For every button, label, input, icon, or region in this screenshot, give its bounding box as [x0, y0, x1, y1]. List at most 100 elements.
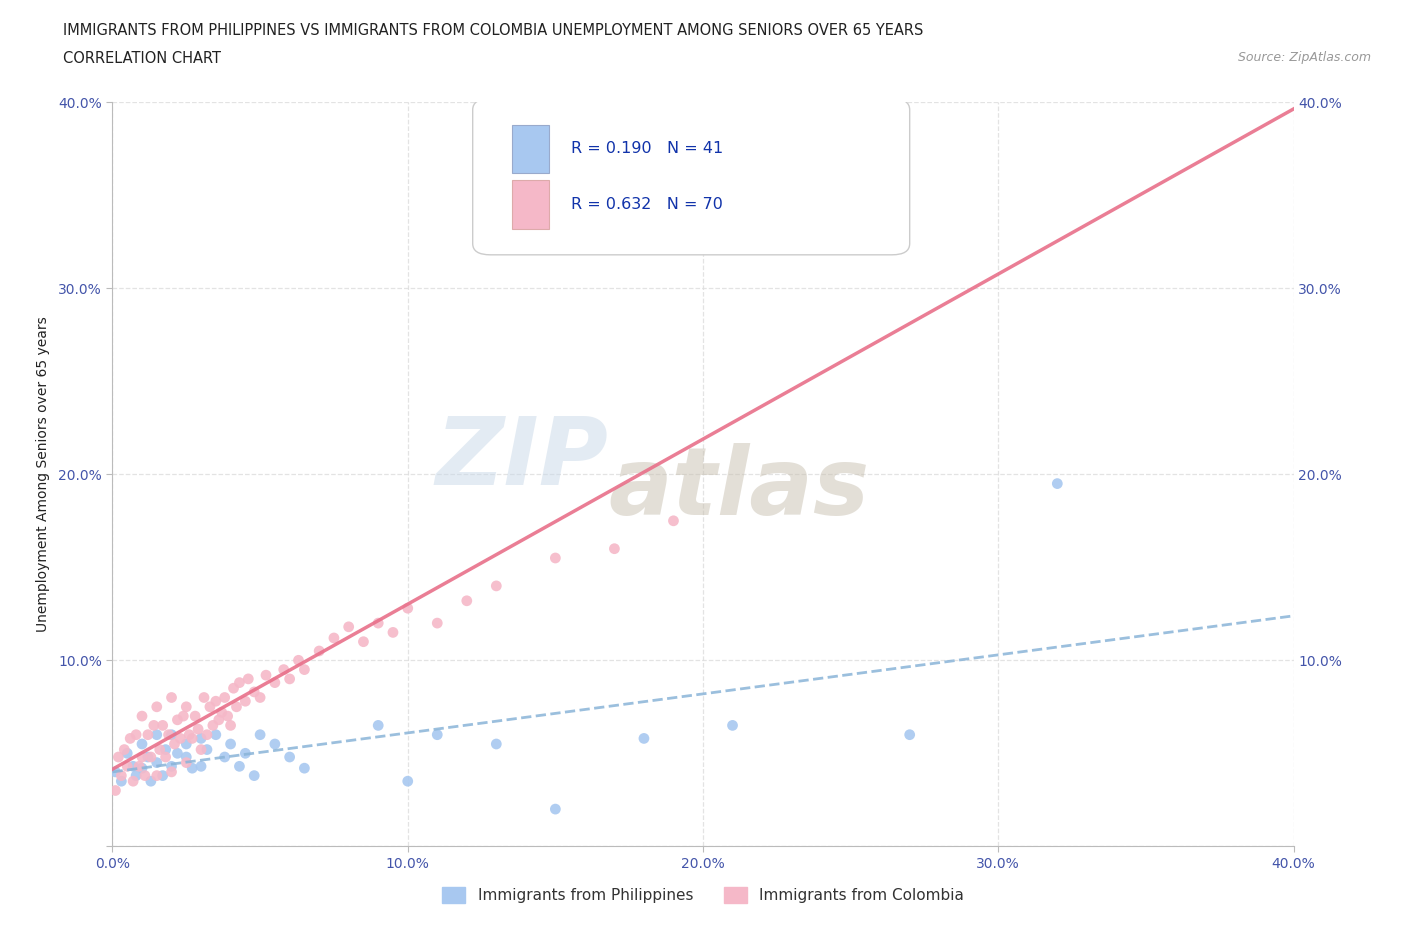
Point	[396, 601, 419, 616]
Point	[249, 690, 271, 705]
Point	[501, 216, 523, 231]
Point	[193, 690, 215, 705]
Text: Source: ZipAtlas.com: Source: ZipAtlas.com	[1237, 51, 1371, 64]
Point	[125, 768, 148, 783]
Point	[104, 783, 127, 798]
Point	[456, 593, 478, 608]
Point	[485, 737, 508, 751]
Point	[155, 750, 177, 764]
Point	[208, 712, 231, 727]
Point	[544, 802, 567, 817]
Point	[205, 694, 228, 709]
Point	[278, 671, 301, 686]
Y-axis label: Unemployment Among Seniors over 65 years: Unemployment Among Seniors over 65 years	[37, 316, 49, 632]
Point	[217, 709, 239, 724]
FancyBboxPatch shape	[472, 99, 910, 255]
Point	[122, 774, 145, 789]
Point	[136, 750, 159, 764]
Point	[426, 616, 449, 631]
Point	[201, 718, 224, 733]
Point	[219, 718, 242, 733]
Point	[485, 578, 508, 593]
Point	[134, 768, 156, 783]
Point	[187, 722, 209, 737]
Point	[195, 742, 218, 757]
Point	[155, 742, 177, 757]
Point	[228, 759, 250, 774]
Point	[222, 681, 245, 696]
Point	[174, 737, 197, 751]
Point	[146, 768, 169, 783]
Point	[181, 761, 204, 776]
Point	[238, 671, 260, 686]
Point	[120, 731, 142, 746]
Point	[198, 699, 221, 714]
Point	[110, 774, 132, 789]
Point	[367, 616, 389, 631]
Point	[249, 727, 271, 742]
Point	[219, 737, 242, 751]
Point	[104, 764, 127, 779]
Point	[308, 644, 330, 658]
Point	[174, 750, 197, 764]
Point	[243, 684, 266, 699]
Point	[264, 737, 287, 751]
Point	[112, 742, 135, 757]
Point	[110, 768, 132, 783]
Point	[181, 731, 204, 746]
Text: atlas: atlas	[609, 444, 870, 535]
Point	[131, 761, 153, 776]
Point	[174, 699, 197, 714]
Point	[174, 755, 197, 770]
Point	[146, 755, 169, 770]
Point	[898, 727, 921, 742]
Point	[152, 718, 174, 733]
Point	[233, 746, 256, 761]
FancyBboxPatch shape	[512, 125, 550, 173]
Text: CORRELATION CHART: CORRELATION CHART	[63, 51, 221, 66]
Point	[603, 541, 626, 556]
Point	[382, 625, 405, 640]
Point	[211, 705, 233, 720]
Point	[152, 768, 174, 783]
Legend: Immigrants from Philippines, Immigrants from Colombia: Immigrants from Philippines, Immigrants …	[436, 881, 970, 910]
Point	[214, 750, 236, 764]
Point	[157, 727, 180, 742]
Point	[1046, 476, 1069, 491]
Point	[323, 631, 346, 645]
Point	[131, 750, 153, 764]
Point	[292, 662, 315, 677]
Point	[396, 774, 419, 789]
Point	[172, 709, 194, 724]
Point	[273, 662, 295, 677]
Point	[233, 694, 256, 709]
Point	[131, 737, 153, 751]
Point	[367, 718, 389, 733]
Point	[160, 759, 183, 774]
Point	[131, 709, 153, 724]
Point	[160, 727, 183, 742]
Point	[662, 513, 685, 528]
Text: R = 0.632   N = 70: R = 0.632 N = 70	[571, 197, 723, 212]
Point	[160, 764, 183, 779]
Point	[166, 746, 188, 761]
Point	[117, 759, 138, 774]
Point	[190, 759, 212, 774]
Point	[721, 718, 744, 733]
Point	[146, 727, 169, 742]
Text: ZIP: ZIP	[436, 414, 609, 505]
Point	[205, 727, 228, 742]
Point	[139, 750, 162, 764]
Point	[337, 619, 360, 634]
Point	[287, 653, 309, 668]
Point	[292, 761, 315, 776]
Point	[254, 668, 277, 683]
Point	[136, 727, 159, 742]
Point	[190, 731, 212, 746]
Point	[107, 750, 129, 764]
FancyBboxPatch shape	[512, 180, 550, 229]
Text: R = 0.190   N = 41: R = 0.190 N = 41	[571, 141, 723, 156]
Point	[166, 712, 188, 727]
Point	[633, 731, 655, 746]
Point	[117, 746, 138, 761]
